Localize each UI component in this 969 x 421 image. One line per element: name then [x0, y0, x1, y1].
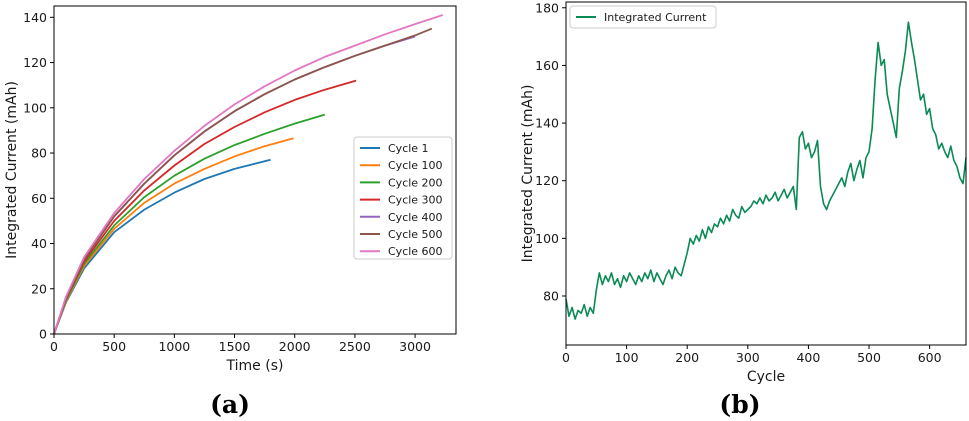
legend-label: Cycle 600 — [388, 245, 443, 258]
x-tick-label: 300 — [736, 350, 760, 365]
legend-label: Cycle 100 — [388, 159, 443, 172]
y-tick-label: 100 — [23, 100, 47, 115]
x-tick-label: 600 — [918, 350, 942, 365]
x-tick-label: 1500 — [219, 339, 251, 354]
y-tick-label: 180 — [535, 0, 559, 15]
y-axis-label: Integrated Current (mAh) — [4, 81, 20, 259]
series-line-6 — [53, 27, 433, 335]
y-tick-label: 60 — [31, 191, 47, 206]
chart-panel-b: 0 100 200 300 400 500 600 80 100 120 140 160 180 Cycl… — [520, 0, 967, 385]
x-tick-label: 100 — [615, 350, 639, 365]
x-tick-label: 200 — [675, 350, 699, 365]
series-line-7 — [53, 14, 444, 335]
y-tick-label: 0 — [39, 327, 47, 342]
y-tick-label: 140 — [23, 10, 47, 25]
x-tick-label: 500 — [102, 339, 126, 354]
legend-label: Cycle 400 — [388, 211, 443, 224]
x-tick-label: 0 — [562, 350, 570, 365]
legend-box — [353, 136, 453, 260]
plot-frame — [53, 5, 457, 335]
y-tick-label: 120 — [535, 173, 559, 188]
x-axis-label: Cycle — [747, 369, 785, 385]
plot-frame — [565, 1, 967, 346]
y-tick-label: 80 — [31, 146, 47, 161]
panel-label-a: (a) — [210, 390, 250, 419]
y-tick-label: 40 — [31, 236, 47, 251]
chart-panel-a: 0 500 1000 1500 2000 2500 3000 0 20 40 60 80 100 120 1… — [4, 5, 457, 374]
legend-box — [569, 5, 717, 29]
panel-label-b: (b) — [719, 390, 760, 419]
legend-label: Cycle 200 — [388, 176, 443, 189]
x-tick-label: 3000 — [399, 339, 431, 354]
legend-label: Cycle 1 — [388, 142, 429, 155]
y-tick-label: 80 — [543, 289, 559, 304]
x-tick-label: 2000 — [279, 339, 311, 354]
x-axis-label: Time (s) — [226, 358, 284, 374]
y-axis-label: Integrated Current (mAh) — [520, 85, 536, 263]
series-line-1 — [565, 21, 967, 320]
series-line-1 — [53, 158, 271, 335]
x-tick-label: 1000 — [158, 339, 190, 354]
y-tick-label: 160 — [535, 58, 559, 73]
legend-label: Cycle 300 — [388, 194, 443, 207]
x-tick-label: 2500 — [339, 339, 371, 354]
y-tick-label: 20 — [31, 281, 47, 296]
series-line-2 — [53, 137, 294, 335]
y-tick-label: 100 — [535, 231, 559, 246]
y-tick-label: 120 — [23, 55, 47, 70]
series-line-3 — [53, 113, 326, 335]
x-tick-label: 500 — [857, 350, 881, 365]
x-tick-label: 400 — [796, 350, 820, 365]
legend-label: Cycle 500 — [388, 228, 443, 241]
y-tick-label: 140 — [535, 116, 559, 131]
x-tick-label: 0 — [50, 339, 58, 354]
legend-label: Integrated Current — [604, 11, 707, 24]
